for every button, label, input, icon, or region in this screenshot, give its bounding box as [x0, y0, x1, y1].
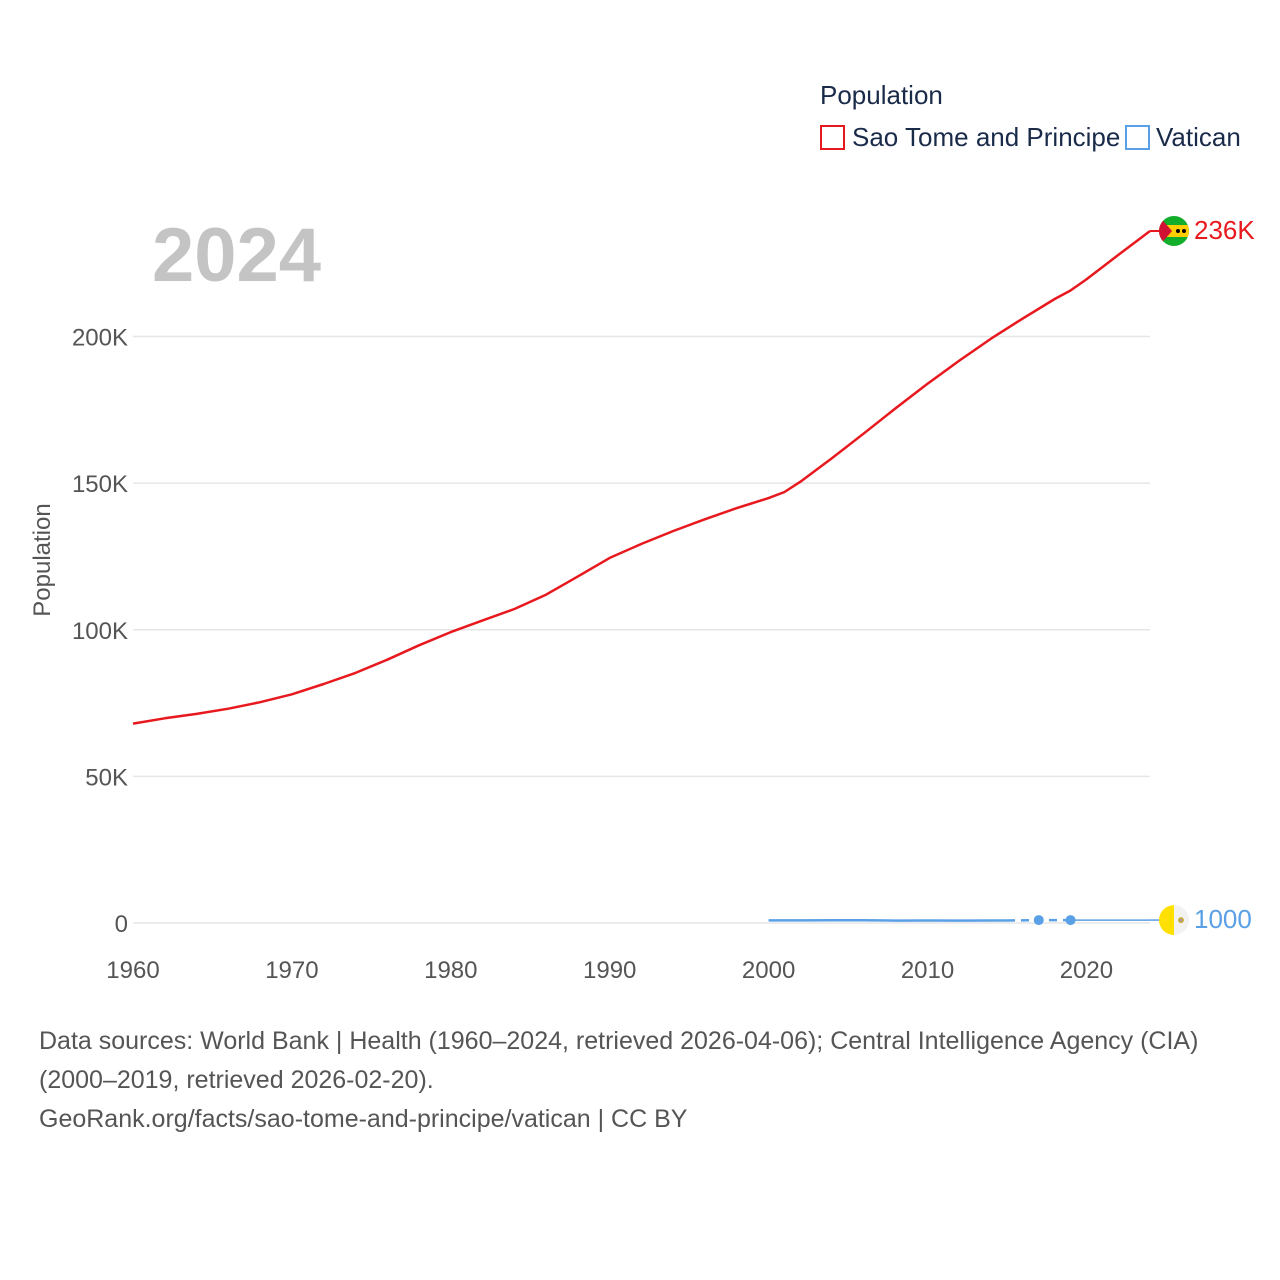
y-axis-title: Population — [29, 503, 56, 616]
legend-swatch-sao-tome[interactable] — [820, 125, 845, 150]
legend-swatch-vatican[interactable] — [1125, 125, 1150, 150]
x-tick-label: 1990 — [583, 957, 636, 984]
end-label-sao-tome: 236K — [1194, 215, 1255, 245]
y-axis-ticks: 0 50K 100K 150K 200K — [72, 325, 128, 938]
y-tick-label: 100K — [72, 618, 128, 645]
y-tick-label: 150K — [72, 471, 128, 498]
legend-label-sao-tome[interactable]: Sao Tome and Principe — [852, 122, 1120, 152]
year-label: 2024 — [152, 213, 321, 298]
legend-label-vatican[interactable]: Vatican — [1156, 122, 1241, 152]
x-tick-label: 2020 — [1060, 957, 1113, 984]
data-point-vatican[interactable] — [1065, 915, 1076, 926]
series-lines — [132, 230, 1162, 926]
end-labels: 236K 1000 — [1159, 215, 1255, 936]
gridlines — [133, 335, 1150, 924]
x-tick-label: 1970 — [265, 957, 318, 984]
y-tick-label: 0 — [115, 911, 128, 938]
y-tick-label: 50K — [85, 764, 128, 791]
legend[interactable]: Population Sao Tome and Principe Vatican — [820, 80, 1241, 152]
x-axis-ticks: 1960 1970 1980 1990 2000 2010 2020 — [106, 957, 1113, 984]
legend-title: Population — [820, 80, 943, 110]
vatican-flag-icon — [1159, 905, 1189, 936]
data-point-vatican[interactable] — [1033, 915, 1044, 926]
sao-tome-flag-icon — [1159, 216, 1189, 246]
x-tick-label: 1960 — [106, 957, 159, 984]
x-tick-label: 2000 — [742, 957, 795, 984]
series-line-sao-tome — [132, 230, 1151, 725]
source-credit[interactable]: GeoRank.org/facts/sao-tome-and-principe/… — [39, 1105, 688, 1133]
footer: Data sources: World Bank | Health (1960–… — [39, 1022, 1249, 1139]
end-label-vatican: 1000 — [1194, 904, 1252, 934]
x-tick-label: 2010 — [901, 957, 954, 984]
population-chart: 0 50K 100K 150K 200K 1960 1970 1980 1990 2000 201… — [29, 80, 1255, 984]
y-tick-label: 200K — [72, 325, 128, 352]
x-tick-label: 1980 — [424, 957, 477, 984]
data-sources: Data sources: World Bank | Health (1960–… — [39, 1027, 1199, 1094]
